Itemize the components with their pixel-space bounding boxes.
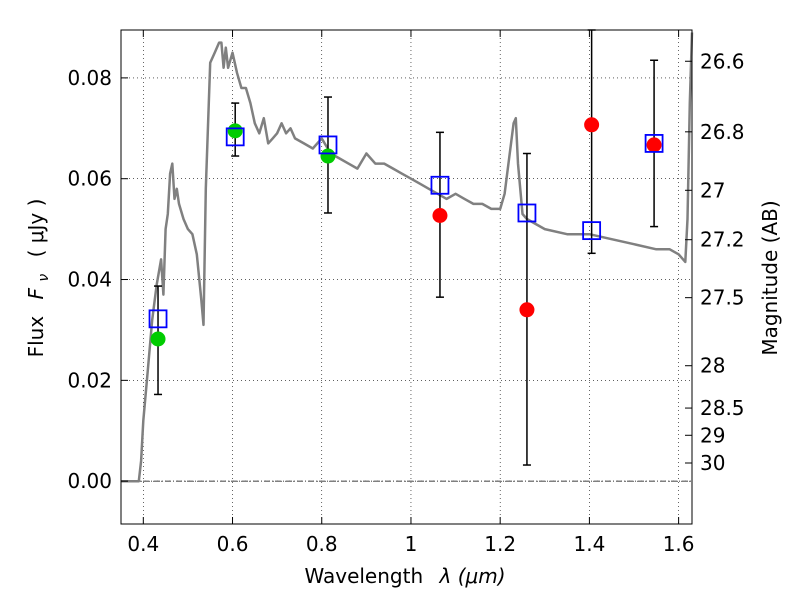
grid xyxy=(121,30,692,524)
data-point-circle xyxy=(227,123,243,139)
x-tick-label: 0.8 xyxy=(306,532,338,556)
data-point-square xyxy=(430,175,450,195)
right-tick-label: 26.6 xyxy=(700,49,745,73)
y-axis-label-sub: ν xyxy=(36,274,52,282)
data-point-square xyxy=(582,221,602,241)
right-tick-label: 27 xyxy=(700,178,725,202)
y-tick-label: 0.00 xyxy=(67,469,112,493)
right-tick-label: 29 xyxy=(700,423,725,447)
x-tick-label: 1.2 xyxy=(484,532,516,556)
data-point-circle xyxy=(646,137,662,153)
data-point-square xyxy=(318,135,338,155)
y-axis-label-text: Flux xyxy=(24,316,48,358)
photometry-points xyxy=(148,29,664,466)
right-tick-label: 27.5 xyxy=(700,286,745,310)
y-axis-label: Flux F ν ( μJy ) xyxy=(24,199,53,358)
axis-ticks: 0.4 0.6 0.8 1 1.2 1.4 1.6 0.00 0.02 0.04 0.06 0.08 2… xyxy=(67,30,745,556)
x-tick-label: 1.4 xyxy=(573,532,605,556)
data-point-square xyxy=(148,309,168,329)
right-tick-label: 30 xyxy=(700,451,725,475)
data-point-square xyxy=(644,134,664,153)
right-tick-label: 28 xyxy=(700,354,725,378)
right-axis-label: Magnitude (AB) xyxy=(758,200,782,355)
x-tick-label: 1 xyxy=(405,532,418,556)
model-spectrum xyxy=(121,32,694,483)
data-point-square xyxy=(225,127,245,147)
right-tick-label: 26.8 xyxy=(700,120,745,144)
y-tick-label: 0.08 xyxy=(67,66,112,90)
x-tick-label: 0.6 xyxy=(217,532,249,556)
model-spectrum-line xyxy=(121,32,694,483)
x-axis-label-math: λ (μm) xyxy=(439,564,506,588)
data-point-circle xyxy=(584,117,600,133)
data-point-circle xyxy=(432,208,448,224)
y-tick-label: 0.04 xyxy=(67,268,112,292)
x-axis-label: Wavelength λ (μm) xyxy=(304,564,505,588)
x-tick-label: 0.4 xyxy=(127,532,159,556)
plot-frame xyxy=(120,29,693,525)
y-axis-label-unit: ( μJy ) xyxy=(24,199,48,258)
y-axis-label-math: F xyxy=(24,287,48,299)
data-point-circle xyxy=(320,148,336,164)
data-point-circle xyxy=(150,331,166,347)
y-tick-label: 0.06 xyxy=(67,167,112,191)
data-point-square xyxy=(517,203,537,223)
x-tick-label: 1.6 xyxy=(663,532,695,556)
x-axis-label-text: Wavelength xyxy=(304,564,423,588)
right-tick-label: 28.5 xyxy=(700,396,745,420)
data-point-circle xyxy=(519,302,535,318)
right-tick-label: 27.2 xyxy=(700,228,745,252)
y-tick-label: 0.02 xyxy=(67,368,112,392)
